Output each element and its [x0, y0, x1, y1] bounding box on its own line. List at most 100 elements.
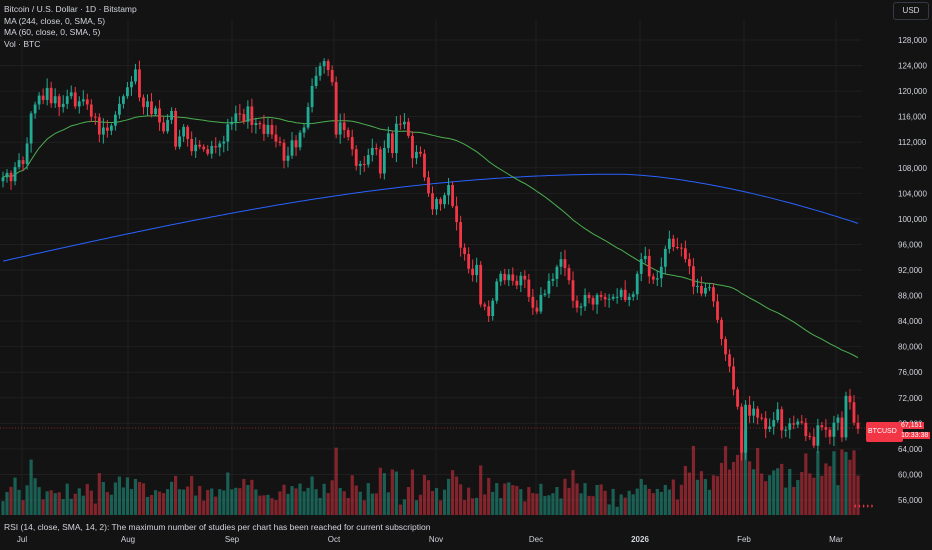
candle-body [122, 96, 125, 104]
moving-averages [2, 115, 859, 359]
volume-bar [683, 465, 687, 515]
candle-body [756, 408, 760, 418]
candle-body [386, 133, 390, 148]
volume-bar [202, 500, 206, 515]
volume-bar [394, 471, 398, 515]
currency-button[interactable]: USD [893, 2, 929, 20]
candle-body [9, 172, 13, 182]
candle-body [69, 92, 73, 97]
symbol-title[interactable]: Bitcoin / U.S. Dollar · 1D · Bitstamp [4, 4, 137, 14]
volume-bar [599, 484, 603, 515]
volume-legend[interactable]: Vol · BTC [4, 38, 41, 49]
volume-bar [73, 493, 77, 515]
volume-bar [731, 461, 736, 515]
volume-bar [719, 462, 724, 515]
volume-bar [667, 489, 671, 515]
candle-body [214, 146, 218, 148]
volume-bar [254, 489, 258, 515]
volume-bar [206, 489, 210, 515]
candle-body [856, 422, 860, 429]
candle-body [346, 130, 350, 138]
candle-body [671, 238, 675, 247]
candle-body [712, 287, 715, 302]
candle-body [85, 99, 89, 105]
volume-bar [125, 477, 130, 515]
volume-bar [374, 493, 378, 515]
candle-body [326, 61, 330, 71]
candle-body [342, 122, 346, 131]
volume-bar [764, 481, 768, 515]
candle-body [358, 163, 362, 166]
volume-bar [238, 488, 242, 515]
candle-body [61, 103, 65, 108]
candle-body [65, 96, 69, 104]
volume-bar [627, 490, 631, 515]
candle-body [109, 125, 113, 131]
candle-body [507, 274, 511, 281]
candle-body [643, 255, 647, 260]
volume-bar [727, 469, 732, 515]
volume-bar [611, 488, 615, 515]
candle-body [350, 137, 354, 150]
volume-bar [527, 487, 531, 515]
volume-bar [595, 484, 599, 515]
ma-short-legend[interactable]: MA (60, close, 0, SMA, 5) [4, 27, 101, 37]
candle-body [720, 319, 723, 339]
volume-bar [792, 486, 796, 515]
volume-bar [230, 489, 234, 515]
volume-bar [623, 497, 627, 515]
candle-body [230, 121, 234, 125]
scroll-arrows-icon[interactable]: ◖◗◗◗◗ [853, 503, 875, 510]
candle-body [852, 402, 856, 423]
candle-body [844, 395, 848, 438]
candle-body [764, 418, 768, 430]
candle-body [162, 122, 165, 132]
candle-body [760, 417, 764, 419]
price-tick-label: 120,000 [898, 87, 927, 96]
candle-body [704, 287, 707, 294]
volume-bar [37, 487, 41, 515]
price-tick-label: 96,000 [898, 240, 923, 249]
candle-body [487, 306, 491, 316]
candle-body [607, 298, 611, 300]
candle-body [639, 259, 643, 274]
candle-body [499, 273, 503, 282]
volume-bar [318, 497, 322, 515]
candle-body [519, 275, 523, 286]
volume-bar [101, 481, 105, 515]
candle-body [836, 417, 840, 423]
volume-bar [495, 483, 499, 515]
candle-body [186, 126, 190, 140]
volume-bar [334, 447, 338, 515]
candle-body [788, 423, 792, 430]
volume-bar [535, 493, 539, 515]
candle-body [515, 280, 519, 286]
volume-bar [647, 488, 651, 515]
candle-body [302, 127, 306, 133]
volume-bar [603, 490, 607, 515]
price-tick-label: 92,000 [898, 266, 923, 275]
volume-bar [760, 473, 764, 515]
candle-body [459, 222, 463, 248]
volume-bar [776, 468, 780, 515]
volume-bar [422, 474, 427, 515]
volume-bar [744, 430, 748, 515]
volume-bar [161, 493, 166, 515]
volume-bar [856, 475, 860, 515]
candle-body [310, 86, 314, 108]
candle-body [491, 300, 495, 316]
volume-bar [515, 485, 519, 515]
volume-bar [89, 490, 93, 515]
volume-bar [85, 484, 89, 515]
volume-bar [226, 472, 230, 515]
ma-long-legend[interactable]: MA (244, close, 0, SMA, 5) [4, 15, 106, 26]
volume-bar [836, 485, 840, 515]
candle-body [651, 276, 655, 280]
volume-bar [551, 493, 555, 515]
candle-body [262, 124, 266, 134]
candle-body [475, 264, 479, 276]
candle-body [772, 420, 776, 427]
candle-body [603, 296, 607, 300]
candle-body [290, 140, 294, 156]
